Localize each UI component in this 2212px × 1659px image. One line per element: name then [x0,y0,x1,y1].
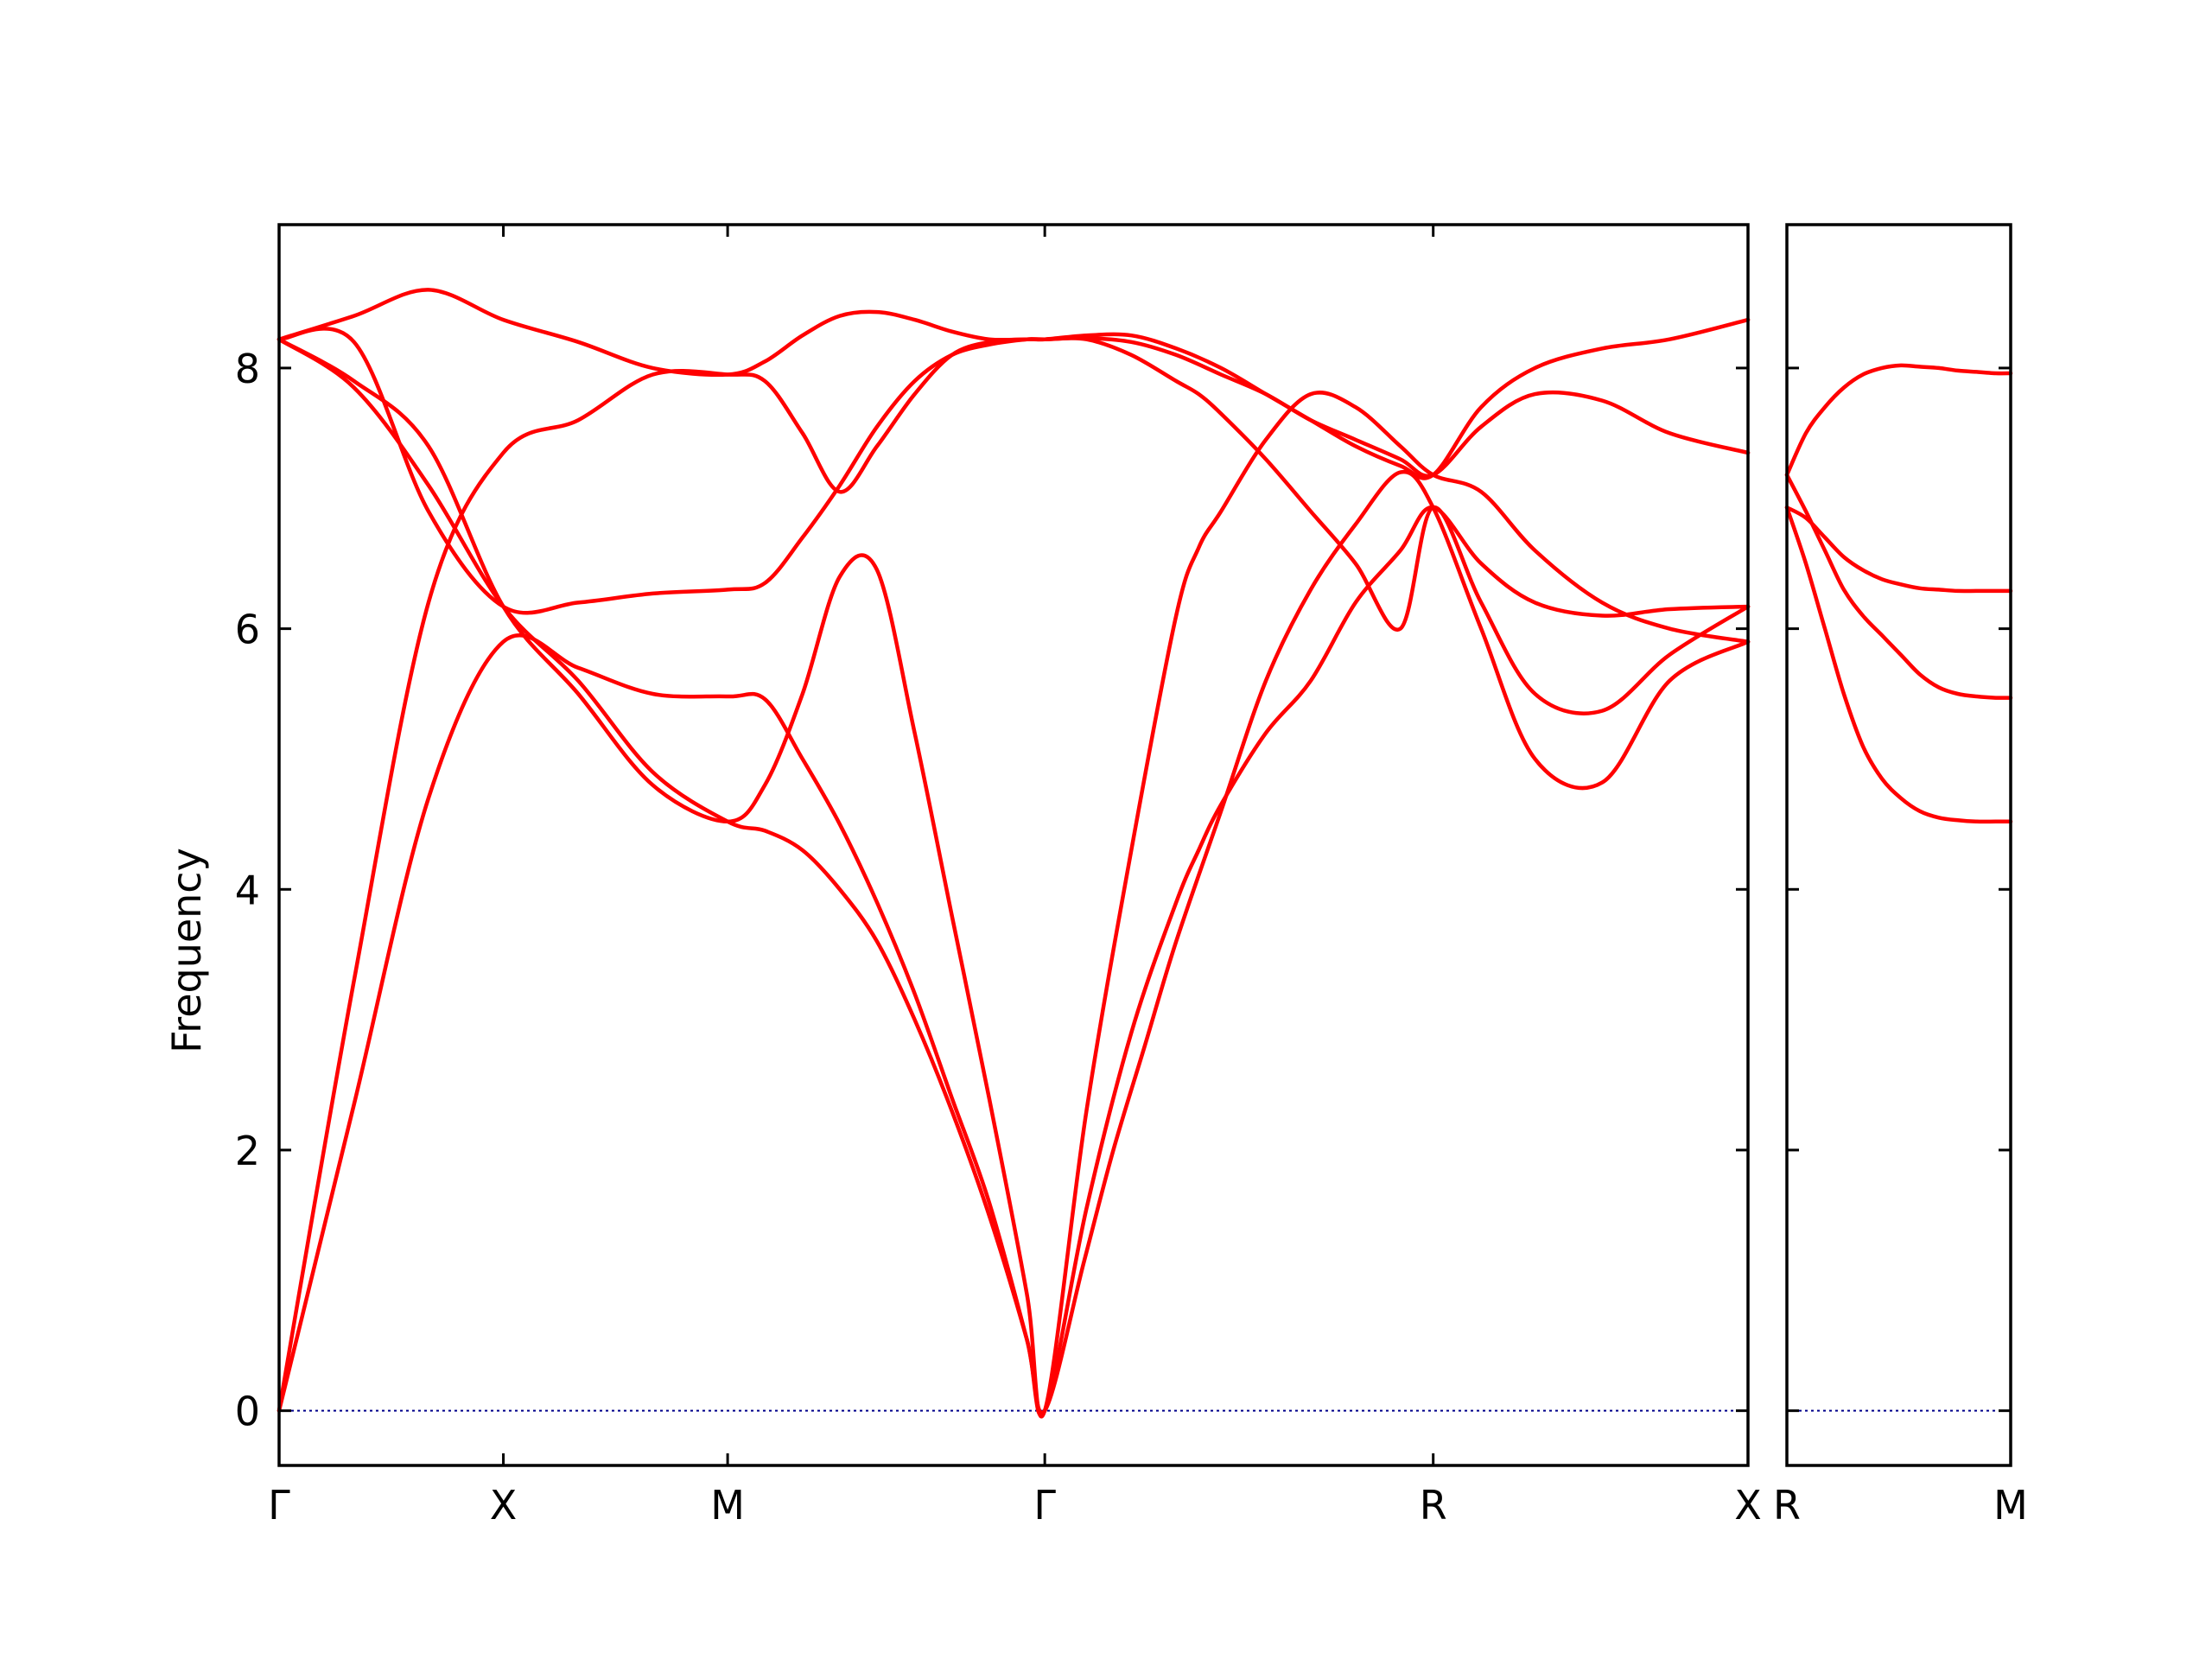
x-tick-label: Γ [268,1482,290,1529]
y-tick-label: 8 [235,346,260,392]
x-tick-label: R [1773,1482,1801,1529]
y-tick-label: 2 [235,1128,260,1174]
panel-main: 0 2 4 6 8 Γ X M Γ R X [235,223,1762,1529]
y-tick-label: 6 [235,607,260,653]
band-inset-2 [1784,473,2013,700]
y-tick-label: 4 [235,867,260,913]
x-tick-label: Γ [1033,1482,1056,1529]
plot-frame-inset [1785,223,2012,1467]
band-main-3 [276,337,1751,1419]
x-tick-label: M [710,1482,745,1529]
band-main-4 [276,337,1751,1418]
plot-frame-main [277,223,1750,1467]
x-tick-label: X [490,1482,518,1529]
band-inset-4 [1784,363,2013,477]
band-main-5 [276,317,1751,615]
band-inset-3 [1784,505,2013,594]
band-main-6 [276,288,1751,479]
y-axis-label: Frequency [163,848,210,1053]
x-tick-label: X [1734,1482,1762,1529]
band-main-2 [276,336,1751,1413]
band-main-1 [276,469,1751,1415]
band-inset-1 [1784,505,2013,824]
x-tick-label: R [1420,1482,1447,1529]
y-tick-label: 0 [235,1389,260,1435]
x-tick-label: M [1993,1482,2028,1529]
